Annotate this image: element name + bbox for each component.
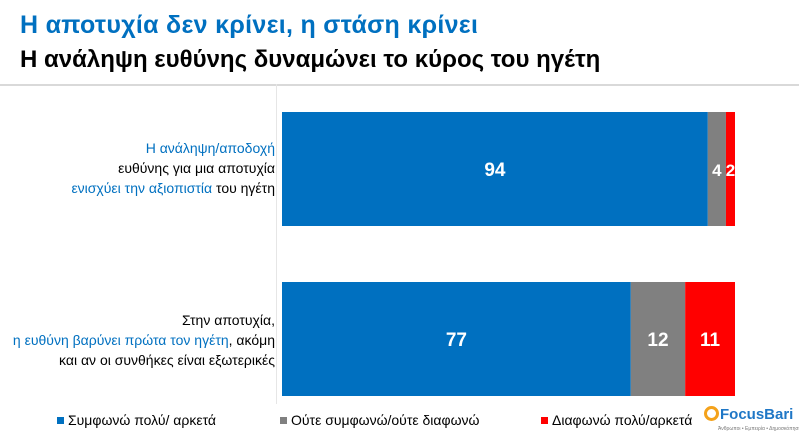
legend-swatch: [541, 416, 548, 424]
category-label-segment: η ευθύνη βαρύνει πρώτα τον ηγέτη: [12, 332, 229, 348]
category-label-segment: ευθύνης για μια αποτυχία: [118, 160, 275, 176]
legend-swatch: [57, 416, 64, 424]
category-label-segment: , ακόμη: [228, 332, 275, 348]
focusbari-logo: FocusBari Άνθρωποι • Εμπειρία • Δημοσκόπη…: [704, 406, 799, 433]
legend-item: Ούτε συμφωνώ/ούτε διαφωνώ: [280, 412, 479, 428]
legend-swatch: [280, 416, 287, 424]
data-label-2-3: 11: [700, 330, 721, 351]
legend-item: Συμφωνώ πολύ/ αρκετά: [57, 412, 216, 428]
bar-1-series-2: [707, 112, 726, 226]
legend-item: Διαφωνώ πολύ/αρκετά: [541, 412, 692, 428]
category-label-2: Στην αποτυχία, η ευθύνη βαρύνει πρώτα τον…: [3, 310, 275, 370]
logo-text: FocusBari: [720, 406, 794, 423]
data-label-2-2: 12: [647, 330, 668, 351]
axis-line: [276, 84, 277, 404]
magnifier-icon: [704, 406, 719, 421]
category-label-segment: Στην αποτυχία,: [182, 312, 275, 328]
category-label-segment: του ηγέτη: [212, 180, 275, 196]
data-label-1-1: 94: [484, 160, 506, 181]
bar-1-series-1: [282, 112, 708, 226]
category-label-segment: και αν οι συνθήκες είναι εξωτερικές: [59, 352, 275, 368]
bar-1-series-3: [725, 112, 735, 226]
legend-label: Ούτε συμφωνώ/ούτε διαφωνώ: [291, 412, 480, 428]
bar-2-series-3: [685, 282, 735, 396]
category-label-segment: ενισχύει την αξιοπιστία: [71, 180, 213, 196]
bar-2-series-2: [630, 282, 686, 396]
category-label-segment: Η ανάληψη/αποδοχή: [145, 140, 275, 156]
legend-label: Συμφωνώ πολύ/ αρκετά: [68, 412, 217, 428]
data-label-2-1: 77: [446, 330, 467, 351]
legend: Συμφωνώ πολύ/ αρκετά Ούτε συμφωνώ/ούτε δι…: [0, 412, 799, 432]
data-label-1-3: 2: [726, 161, 735, 180]
divider: [0, 84, 799, 86]
category-label-1: Η ανάληψη/αποδοχή ευθύνης για μια αποτυχί…: [3, 138, 275, 198]
data-label-1-2: 4: [712, 161, 722, 180]
chart-title: Η αποτυχία δεν κρίνει, η στάση κρίνει: [20, 11, 479, 39]
logo-tagline: Άνθρωποι • Εμπειρία • Δημοσκόπηση: [718, 426, 799, 432]
legend-label: Διαφωνώ πολύ/αρκετά: [552, 412, 693, 428]
bar-2-series-1: [282, 282, 631, 396]
chart-subtitle: Η ανάληψη ευθύνης δυναμώνει το κύρος του…: [20, 46, 601, 73]
